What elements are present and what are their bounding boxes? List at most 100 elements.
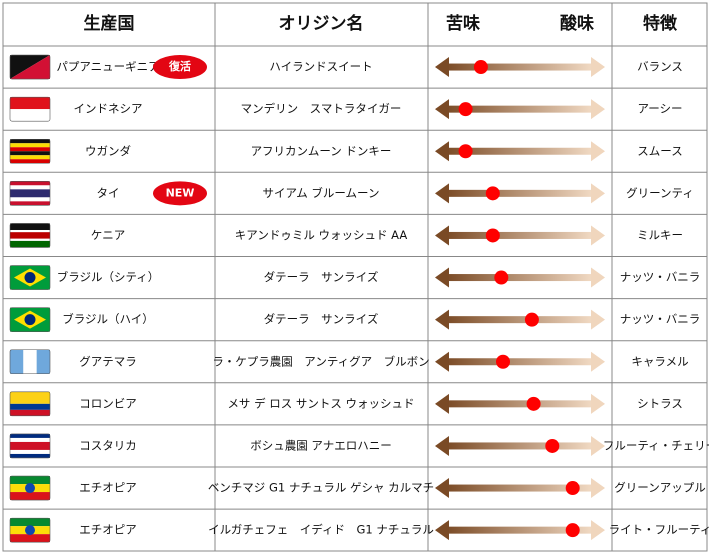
- arrow-head: [591, 141, 605, 162]
- arrow-head: [591, 393, 605, 414]
- arrow-head: [435, 225, 449, 246]
- flag-stripe: [10, 441, 50, 450]
- arrow-head: [591, 478, 605, 499]
- country: エチオピア: [79, 523, 137, 537]
- flag-frame: [9, 181, 51, 206]
- taste-dot: [473, 60, 488, 75]
- feature: ミルキー: [637, 228, 683, 242]
- flag-frame: [9, 433, 51, 459]
- flag-stripe: [10, 143, 50, 148]
- arrow-shaft: [445, 147, 595, 155]
- arrow-shaft: [445, 63, 595, 71]
- taste-dot: [526, 396, 541, 411]
- flag-stripe: [24, 272, 36, 284]
- country: インドネシア: [74, 102, 143, 116]
- flag-stripe: [10, 223, 50, 230]
- flag-stripe: [10, 449, 50, 454]
- feature: グリーンティ: [626, 186, 694, 200]
- flag-frame: [9, 475, 51, 501]
- flag-stripe: [10, 55, 50, 80]
- flag-frame: [9, 54, 51, 80]
- flag-stripe: [10, 55, 50, 80]
- feature: フルーティ・チェリー: [603, 438, 709, 452]
- taste-dot: [458, 102, 473, 117]
- arrow-head: [435, 520, 449, 541]
- flag: [9, 181, 51, 206]
- feature: ナッツ・バニラ: [620, 270, 701, 284]
- flag-stripe: [10, 534, 50, 543]
- arrow-head: [591, 183, 605, 204]
- feature: アーシー: [637, 102, 682, 116]
- country: パプアニューギニア: [56, 60, 159, 74]
- flag-stripe: [10, 185, 50, 190]
- origin: ハイランドスイート: [269, 60, 372, 74]
- country: コロンビア: [79, 396, 137, 410]
- flag-stripe: [10, 403, 50, 410]
- taste-dot: [545, 438, 560, 453]
- arrow-head: [435, 393, 449, 414]
- feature: ライト・フルーティ: [609, 523, 709, 537]
- arrow-shaft: [445, 526, 595, 534]
- flag-stripe: [10, 159, 50, 164]
- flag-frame: [9, 391, 51, 417]
- flag-stripe: [10, 437, 50, 442]
- flag-frame: [9, 96, 51, 122]
- flag-stripe: [10, 97, 50, 110]
- flag: [9, 223, 51, 248]
- arrow-head: [591, 351, 605, 372]
- arrow-shaft: [445, 189, 595, 197]
- arrow-shaft: [445, 484, 595, 492]
- origin: ダテーラ サンライズ: [264, 270, 379, 284]
- country: ブラジル（ハイ）: [62, 312, 154, 326]
- arrow-head: [435, 435, 449, 456]
- origin: キアンドゥミル ウォッシュド AA: [235, 228, 408, 242]
- flag: [9, 54, 51, 80]
- flag-stripe: [36, 349, 50, 374]
- origin: ベンチマジ G1 ナチュラル ゲシャ カルマチ: [208, 481, 434, 495]
- arrow-head: [435, 141, 449, 162]
- country: グアテマラ: [79, 354, 137, 368]
- country: ウガンダ: [85, 144, 131, 158]
- arrow-head: [591, 267, 605, 288]
- flag-stripe: [10, 349, 24, 374]
- taste-dot: [494, 270, 509, 285]
- arrow-head: [435, 267, 449, 288]
- arrow-head: [591, 309, 605, 330]
- flag-frame: [9, 307, 51, 332]
- feature: シトラス: [637, 396, 683, 410]
- arrow-head: [435, 309, 449, 330]
- arrow-shaft: [445, 400, 595, 408]
- flag: [9, 517, 51, 543]
- flag: [9, 475, 51, 501]
- flag-stripe: [10, 476, 50, 485]
- badge-label: NEW: [166, 186, 195, 199]
- arrow-shaft: [445, 358, 595, 366]
- taste-dot: [565, 481, 580, 496]
- badge: [153, 181, 207, 206]
- badge: [153, 55, 207, 80]
- arrow-head: [435, 99, 449, 120]
- origin: イルガチェフェ イディド G1 ナチュラル: [208, 523, 434, 537]
- origin: マンデリン スマトラタイガー: [241, 102, 402, 116]
- taste-dot: [485, 186, 500, 201]
- taste-dot: [524, 312, 539, 327]
- header: オリジン名: [279, 13, 364, 34]
- country: ブラジル（シティ）: [57, 270, 160, 284]
- origin: サイアム ブルームーン: [263, 186, 380, 200]
- flag-stripe: [10, 240, 50, 248]
- flag-stripe: [10, 201, 50, 206]
- arrow-shaft: [445, 316, 595, 324]
- taste-dot: [565, 523, 580, 538]
- origin: アフリカンムーン ドンキー: [251, 144, 392, 158]
- origin: ラ・ケプラ農園 アンティグア ブルボン: [212, 354, 429, 368]
- arrow-head: [591, 435, 605, 456]
- arrow-head: [435, 183, 449, 204]
- arrow-head: [435, 478, 449, 499]
- flag-stripe: [10, 181, 50, 186]
- arrow-shaft: [445, 105, 595, 113]
- arrow-shaft: [445, 231, 595, 239]
- flag-stripe: [10, 109, 50, 122]
- flag: [9, 349, 51, 375]
- arrow-shaft: [445, 274, 595, 282]
